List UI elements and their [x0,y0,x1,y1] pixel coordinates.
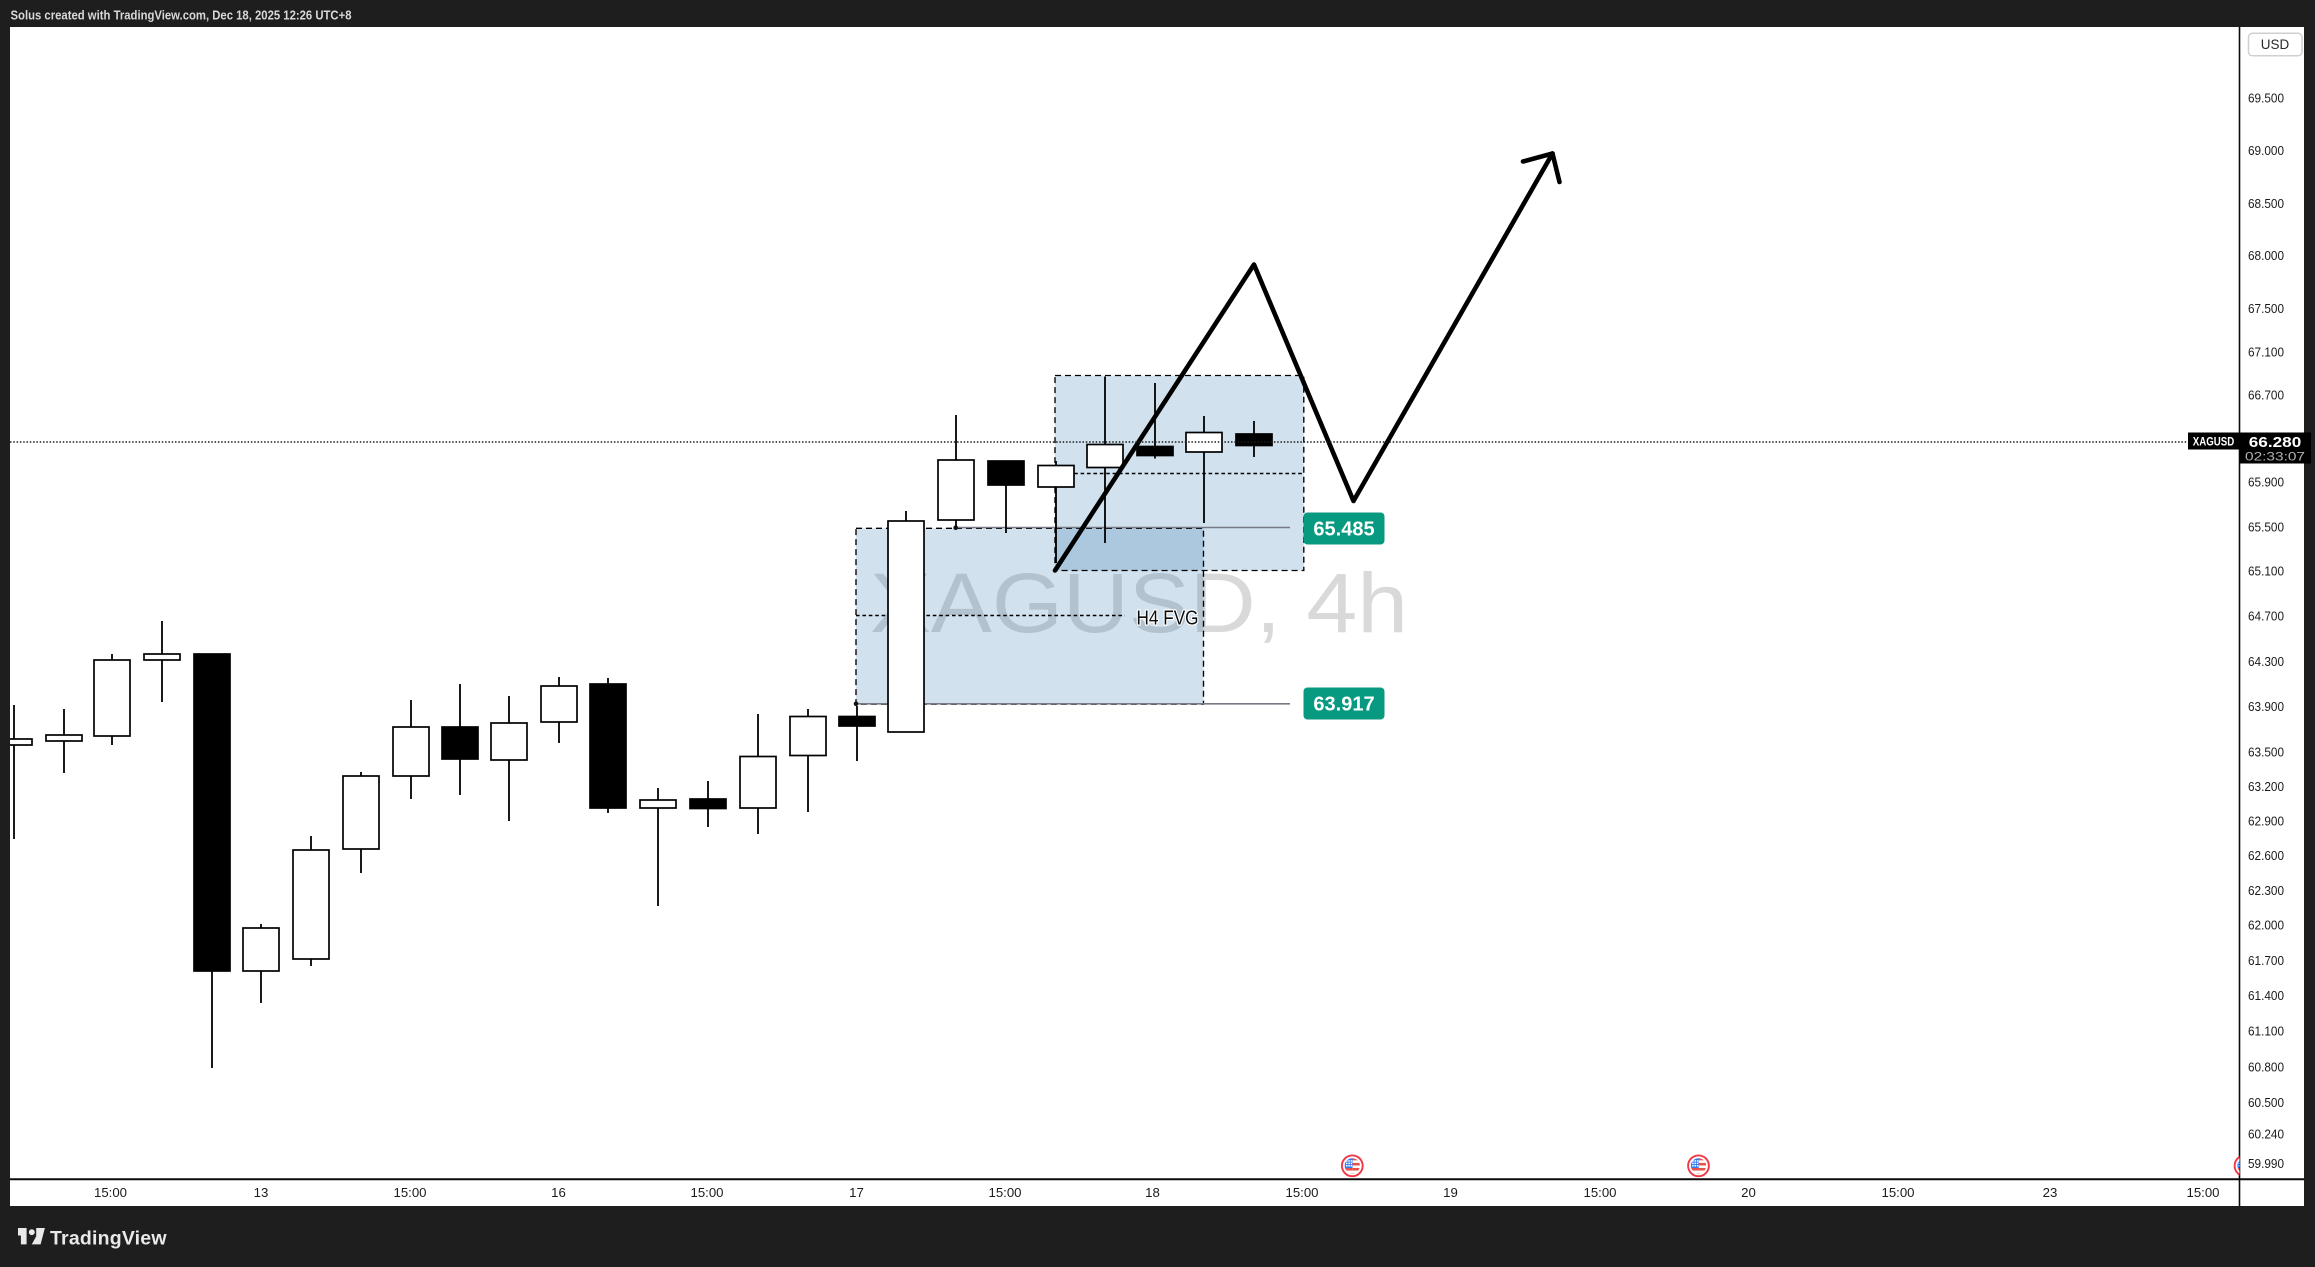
svg-text:15:00: 15:00 [1881,1185,1914,1200]
svg-text:61.400: 61.400 [2248,988,2284,1003]
svg-text:13: 13 [254,1185,269,1200]
svg-text:60.500: 60.500 [2248,1095,2284,1110]
svg-text:65.100: 65.100 [2248,564,2284,579]
svg-text:USD: USD [2261,37,2290,52]
svg-text:02:33:07: 02:33:07 [2245,450,2305,464]
svg-text:65.500: 65.500 [2248,519,2284,534]
svg-text:62.900: 62.900 [2248,813,2284,828]
svg-text:64.300: 64.300 [2248,654,2284,669]
svg-text:61.700: 61.700 [2248,953,2284,968]
svg-text:18: 18 [1145,1185,1160,1200]
svg-text:XAGUSD, 4h: XAGUSD, 4h [870,556,1408,650]
svg-text:17: 17 [849,1185,864,1200]
svg-text:XAGUSD: XAGUSD [2193,437,2235,449]
svg-text:66.700: 66.700 [2248,387,2284,402]
svg-text:H4 FVG: H4 FVG [1137,608,1199,630]
svg-text:65.900: 65.900 [2248,475,2284,490]
svg-text:61.100: 61.100 [2248,1024,2284,1039]
svg-text:15:00: 15:00 [2186,1185,2219,1200]
svg-text:68.500: 68.500 [2248,196,2284,211]
svg-text:66.280: 66.280 [2249,434,2302,451]
svg-text:67.100: 67.100 [2248,345,2284,360]
svg-text:68.000: 68.000 [2248,248,2284,263]
svg-text:67.500: 67.500 [2248,301,2284,316]
svg-text:63.900: 63.900 [2248,699,2284,714]
svg-text:62.000: 62.000 [2248,918,2284,933]
svg-text:TradingView: TradingView [50,1228,167,1250]
svg-text:64.700: 64.700 [2248,609,2284,624]
svg-text:62.600: 62.600 [2248,848,2284,863]
svg-text:20: 20 [1741,1185,1756,1200]
svg-text:15:00: 15:00 [94,1185,127,1200]
svg-text:63.917: 63.917 [1313,694,1374,716]
svg-text:19: 19 [1443,1185,1458,1200]
svg-text:15:00: 15:00 [1285,1185,1318,1200]
svg-text:16: 16 [551,1185,566,1200]
svg-text:59.990: 59.990 [2248,1156,2284,1171]
svg-text:15:00: 15:00 [690,1185,723,1200]
svg-text:63.500: 63.500 [2248,745,2284,760]
svg-text:69.500: 69.500 [2248,90,2284,105]
svg-text:23: 23 [2043,1185,2058,1200]
svg-text:60.800: 60.800 [2248,1059,2284,1074]
svg-text:65.485: 65.485 [1313,519,1374,541]
svg-text:62.300: 62.300 [2248,883,2284,898]
svg-text:Solus created with TradingView: Solus created with TradingView.com, Dec … [11,7,352,22]
svg-text:69.000: 69.000 [2248,143,2284,158]
svg-text:15:00: 15:00 [1583,1185,1616,1200]
svg-text:63.200: 63.200 [2248,779,2284,794]
svg-text:15:00: 15:00 [988,1185,1021,1200]
svg-text:60.240: 60.240 [2248,1126,2284,1141]
svg-text:15:00: 15:00 [393,1185,426,1200]
